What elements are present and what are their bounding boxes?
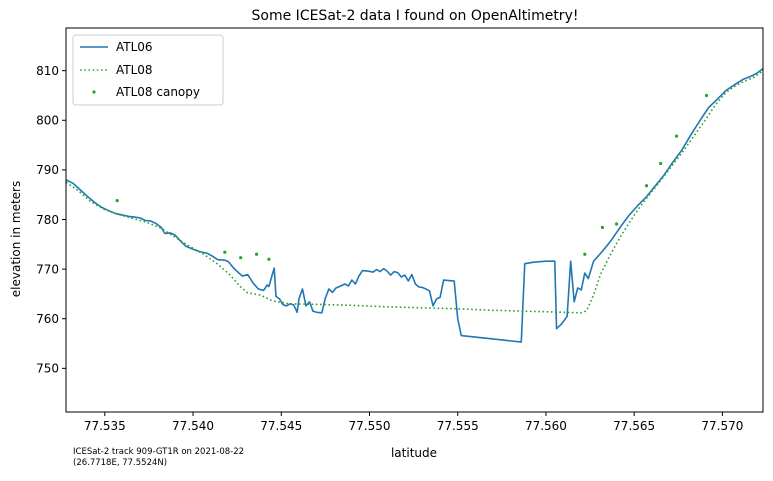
x-tick-label: 77.560	[525, 419, 567, 433]
y-tick-label: 770	[36, 262, 59, 276]
x-tick-label: 77.545	[260, 419, 302, 433]
series-point-atl08-canopy	[659, 161, 663, 166]
series-point-atl08-canopy	[223, 250, 227, 254]
x-tick-label: 77.540	[172, 419, 214, 433]
x-axis-label: latitude	[391, 446, 437, 460]
series-point-atl08-canopy	[267, 257, 271, 261]
y-tick-label: 780	[36, 213, 59, 227]
axes: 77.535 77.540 77.545 77.550 77.555 77.560 77.5…	[36, 27, 764, 433]
series-point-atl08-canopy	[239, 256, 243, 260]
annotation-line-1: ICESat-2 track 909-GT1R on 2021-08-22	[73, 447, 244, 457]
series-point-atl08-canopy	[674, 134, 679, 138]
y-tick-label: 790	[36, 163, 59, 177]
series-point-atl08-canopy	[644, 184, 649, 188]
legend-swatch-atl08-canopy	[92, 90, 96, 94]
legend-label-atl08: ATL08	[116, 63, 153, 77]
series-line-atl06	[66, 68, 763, 343]
y-tick-label: 800	[36, 114, 59, 128]
series-point-atl08-canopy	[254, 252, 259, 256]
series-point-atl08-canopy	[583, 252, 587, 256]
series-point-atl08-canopy	[115, 199, 119, 203]
y-tick-label: 750	[36, 362, 59, 376]
chart-title: Some ICESat-2 data I found on OpenAltime…	[252, 8, 579, 24]
series-line-atl08	[66, 70, 763, 314]
legend-label-atl08-canopy: ATL08 canopy	[116, 85, 200, 99]
x-tick-label: 77.570	[701, 419, 743, 433]
x-tick-label: 77.550	[349, 419, 391, 433]
legend-label-atl06: ATL06	[116, 40, 153, 54]
x-tick-label: 77.565	[613, 419, 655, 433]
series-point-atl08-canopy	[614, 222, 619, 226]
y-tick-label: 810	[36, 64, 59, 78]
legend: ATL06 ATL08 ATL08 canopy	[72, 34, 224, 106]
x-tick-label: 77.535	[84, 419, 126, 433]
plot-area	[66, 68, 763, 343]
x-tick-label: 77.555	[437, 419, 479, 433]
legend-box	[72, 34, 224, 106]
series-point-atl08-canopy	[600, 225, 605, 230]
y-tick-label: 760	[36, 312, 59, 326]
series-point-atl08-canopy	[704, 93, 709, 98]
annotation-line-2: (26.7718E, 77.5524N)	[73, 458, 167, 468]
y-axis-label: elevation in meters	[9, 181, 23, 297]
